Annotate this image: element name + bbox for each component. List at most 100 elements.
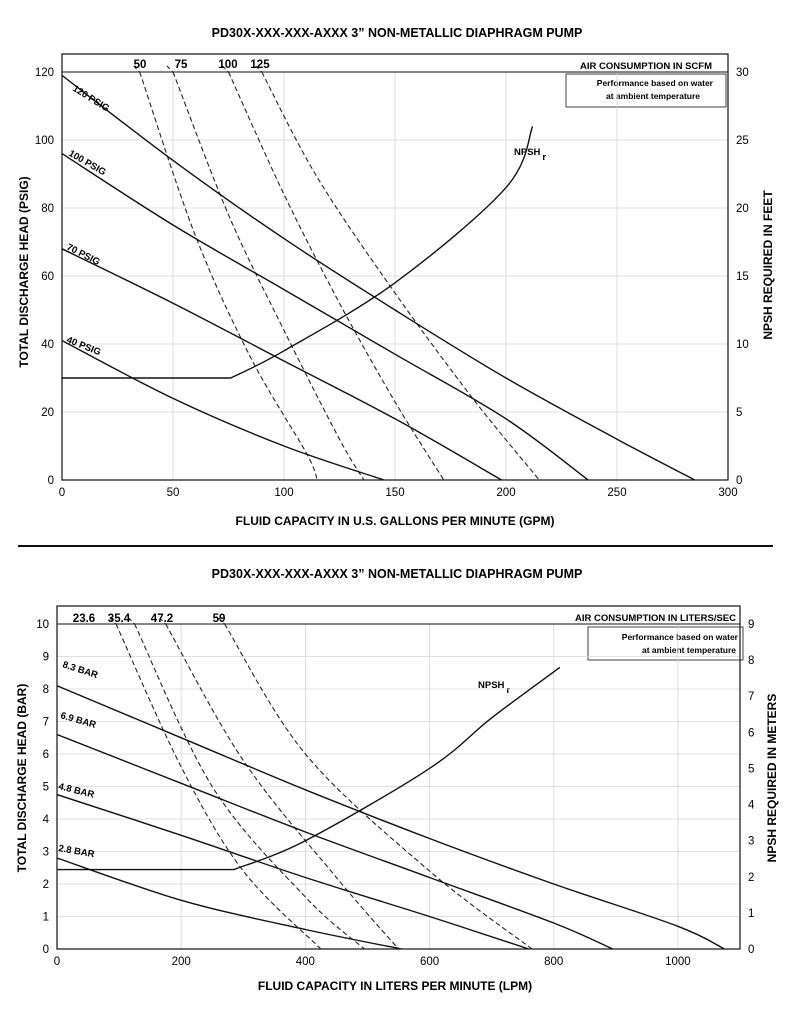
chart1-x-tick-label: 100 (274, 487, 293, 499)
chart2-air-line-47-2 (165, 624, 399, 949)
chart1-title: PD30X-XXX-XXX-AXXX 3” NON-METALLIC DIAPH… (212, 26, 583, 40)
chart2-y-tick-label: 1 (43, 912, 49, 924)
chart1-y-tick-label: 120 (35, 67, 54, 79)
chart2-air-line-stub (159, 617, 167, 625)
chart2-y-tick-label: 0 (43, 944, 49, 956)
chart1-pressure-curve-4 (62, 339, 385, 480)
chart1-air-label-100: 100 (218, 59, 237, 71)
chart2-y-tick-label: 2 (43, 879, 49, 891)
chart2-air-label-47-2: 47.2 (151, 613, 173, 625)
chart1-note-line1: Performance based on water (597, 78, 714, 88)
chart1-x-tick-label: 200 (496, 487, 515, 499)
chart2-y-tick-label: 5 (43, 782, 49, 794)
chart1-x-tick-label: 0 (59, 487, 65, 499)
chart1-y2-tick-label: 10 (736, 339, 749, 351)
chart2-air-label-35-4: 35.4 (108, 613, 131, 625)
chart1-pressure-label-2: 100 PSIG (67, 148, 108, 178)
chart1-y2-tick-label: 25 (736, 135, 749, 147)
chart1-frame (61, 53, 729, 481)
plot-layer: 0 50 100 150 200 250 3000204060801001200510152… (35, 53, 755, 968)
chart2-y2-tick-label: 5 (748, 763, 754, 775)
chart1-note-box: Performance based on water at ambient te… (565, 73, 727, 108)
chart1-npsh-curve (62, 126, 534, 379)
chart2-note-line1: Performance based on water (622, 632, 739, 642)
chart1-x-tick-label: 300 (718, 487, 737, 499)
chart2-x-tick-label: 600 (420, 956, 439, 968)
chart2-x-tick-label: 400 (296, 956, 315, 968)
chart2-curves (57, 624, 725, 949)
chart2-y-axis-title: TOTAL DISCHARGE HEAD (BAR) (15, 684, 29, 873)
chart1-air-line-75 (172, 72, 365, 480)
chart2-air-line-35-4 (134, 624, 365, 949)
chart1-y-tick-label: 60 (41, 271, 54, 283)
chart1-y-tick-label: 20 (41, 407, 54, 419)
chart2-x-tick-label: 800 (544, 956, 563, 968)
chart2-y-tick-label: 10 (36, 619, 49, 631)
chart1-y2-tick-label: 15 (736, 271, 749, 283)
chart1-air-label-125: 125 (250, 59, 270, 71)
chart1-y2-axis-title: NPSH REQUIRED IN FEET (761, 190, 775, 340)
chart2-pressure-label-3: 4.8 BAR (57, 781, 95, 801)
chart2-y-tick-label: 3 (43, 847, 49, 859)
chart2-y2-tick-label: 9 (748, 619, 754, 631)
chart1-npsh-label: NPSH r (514, 147, 546, 163)
chart1-air-line-stub (255, 65, 263, 73)
chart2-y2-tick-label: 7 (748, 691, 754, 703)
chart2-x-tick-label: 1000 (665, 956, 691, 968)
chart1-y-tick-label: 40 (41, 339, 54, 351)
chart1-y-tick-label: 80 (41, 203, 54, 215)
chart1-air-line-100 (227, 72, 445, 480)
chart2-y2-tick-label: 1 (748, 908, 754, 920)
chart1-air-line-125 (261, 72, 540, 480)
chart2-pressure-curve-2 (57, 733, 613, 949)
chart1-y-tick-label: 100 (35, 135, 54, 147)
chart2-x-tick-label: 0 (54, 956, 60, 968)
chart1-air-line-stub (133, 65, 141, 73)
chart2-y-tick-label: 6 (43, 749, 49, 761)
chart2-air-line-23-6 (115, 624, 322, 949)
chart2-title: PD30X-XXX-XXX-AXXX 3” NON-METALLIC DIAPH… (212, 567, 583, 581)
chart2-npsh-label: NPSH r (478, 680, 510, 696)
chart2-pressure-label-4: 2.8 BAR (57, 843, 95, 860)
chart1-air-line-stub (222, 65, 229, 73)
chart1-y-axis-title: TOTAL DISCHARGE HEAD (PSIG) (17, 176, 31, 367)
chart2-air-line-stub (218, 617, 226, 625)
chart1-pressure-curve-3 (62, 248, 502, 480)
chart1-pressure-curve-2 (62, 153, 589, 480)
chart2-y2-tick-label: 2 (748, 872, 754, 884)
chart1-air-consumption-title: AIR CONSUMPTION IN SCFM (580, 61, 712, 72)
chart1-pressure-label-4: 40 PSIG (65, 335, 102, 359)
chart1-air-label-75: 75 (175, 59, 188, 71)
chart1-x-tick-label: 50 (167, 487, 180, 499)
chart1-air-label-50: 50 (134, 59, 147, 71)
chart2-pressure-label-1: 8.3 BAR (61, 659, 99, 681)
chart1-air-line-stub (166, 65, 174, 73)
chart2-x-tick-label: 200 (172, 956, 191, 968)
chart2-y2-tick-label: 4 (748, 800, 755, 812)
chart2-y2-tick-label: 8 (748, 655, 754, 667)
chart1-x-tick-label: 150 (385, 487, 404, 499)
chart1-x-tick-label: 250 (607, 487, 626, 499)
chart1-pressure-label-3: 70 PSIG (65, 242, 102, 268)
chart2-y-tick-label: 9 (43, 652, 49, 664)
chart2-air-line-stub (128, 617, 136, 625)
chart2-y-tick-label: 7 (43, 717, 49, 729)
chart2-x-axis-title: FLUID CAPACITY IN LITERS PER MINUTE (LPM… (258, 979, 532, 993)
chart1-y2-tick-label: 0 (736, 475, 742, 487)
chart1-plot-area: 0 50 100 150 200 250 3000204060801001200510152… (35, 53, 749, 499)
chart2-pressure-curve-4 (57, 857, 402, 949)
chart2-pressure-curve-1 (57, 685, 725, 949)
chart2-air-line-stub (109, 617, 117, 625)
chart2-y2-tick-label: 6 (748, 727, 754, 739)
chart2-npsh-curve (57, 666, 561, 871)
chart1-y2-tick-label: 20 (736, 203, 749, 215)
chart2-note-box: Performance based on water at ambient te… (587, 626, 744, 661)
chart2-pressure-curve-3 (57, 793, 530, 949)
chart1-pressure-curve-1 (62, 74, 696, 480)
chart1-note-line2: at ambient temperature (606, 91, 700, 101)
chart2-note-line2: at ambient temperature (642, 645, 736, 655)
chart1-pressure-label-1: 120 PSIG (70, 83, 111, 114)
chart2-y2-axis-title: NPSH REQUIRED IN METERS (765, 694, 779, 863)
chart2-air-consumption-title: AIR CONSUMPTION IN LITERS/SEC (575, 613, 736, 624)
